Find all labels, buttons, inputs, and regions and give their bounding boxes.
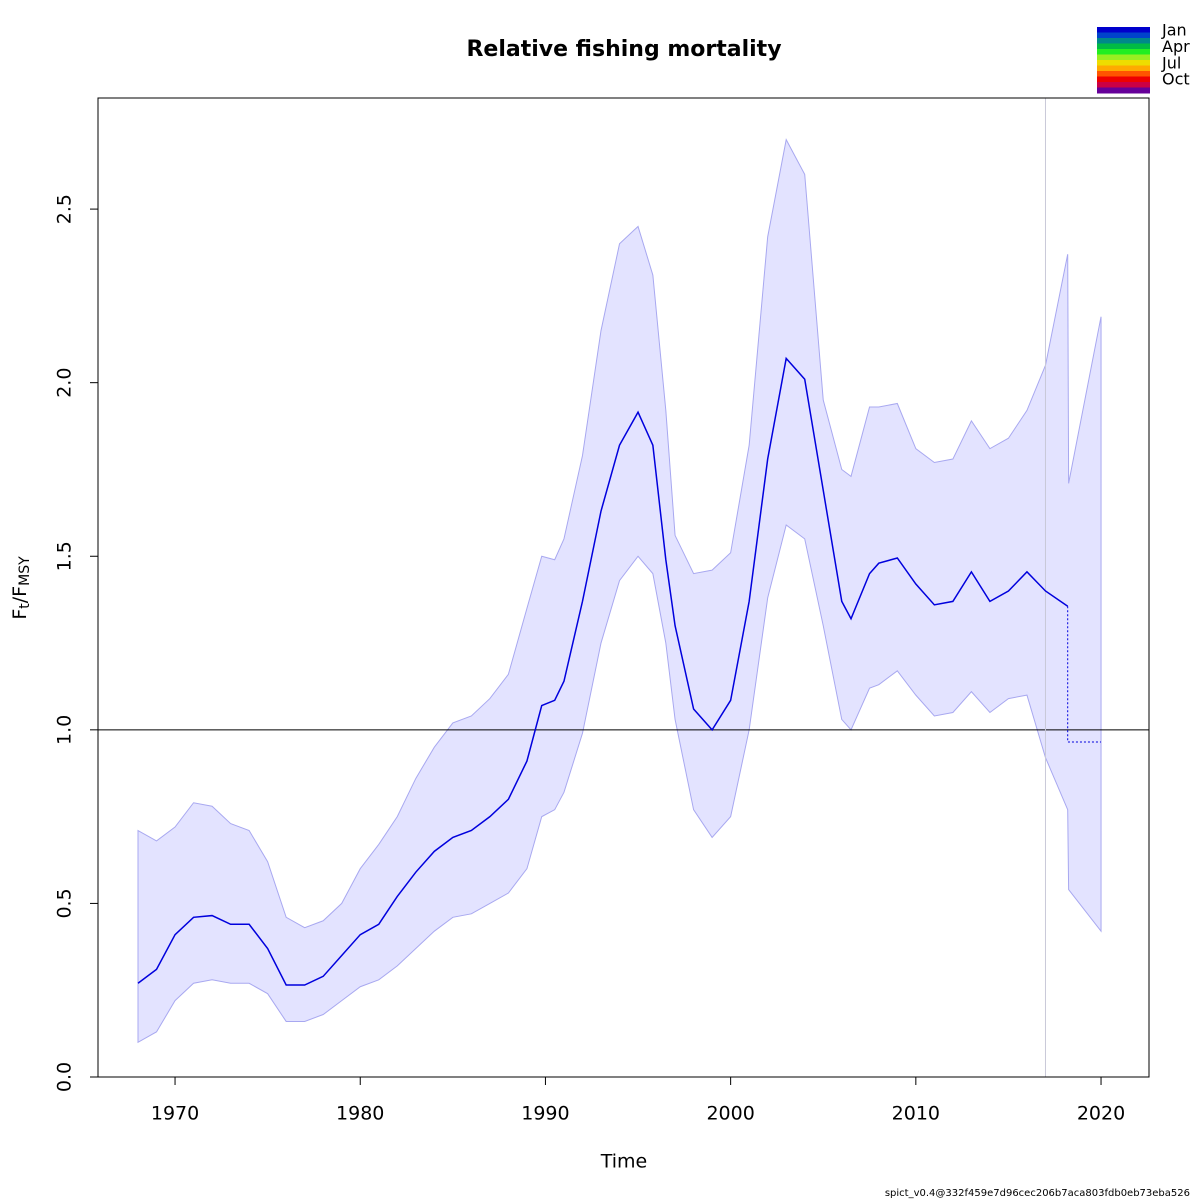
legend-swatch [1097, 49, 1150, 55]
legend-swatch [1097, 65, 1150, 72]
line [1067, 606, 1102, 743]
x-tick-label: 2020 [1077, 1103, 1125, 1125]
x-axis-label: Time [600, 1151, 648, 1173]
legend-label: Apr [1162, 37, 1190, 56]
legend-swatch [1097, 82, 1150, 88]
legend-swatch [1097, 43, 1150, 50]
legend-swatch [1097, 87, 1150, 94]
legend-swatch [1097, 60, 1150, 66]
y-label-part: F [9, 609, 31, 620]
x-tick-label: 2010 [892, 1103, 940, 1125]
x-tick-label: 1970 [151, 1103, 199, 1125]
legend-swatch [1097, 32, 1150, 39]
legend-swatch [1097, 27, 1150, 33]
footer: spict_v0.4@332f459e7d96cec206b7aca803fdb… [885, 1188, 1190, 1199]
legend-swatch [1097, 71, 1150, 77]
y-axis-label: Ft/FMSY [9, 556, 34, 620]
y-tick-label: 0.0 [54, 1062, 76, 1092]
y-tick-label: 0.5 [54, 888, 76, 918]
legend-swatch [1097, 76, 1150, 83]
y-tick-label: 2.5 [54, 194, 76, 224]
y-label-part: F [9, 586, 31, 597]
legend-swatch [1097, 54, 1150, 61]
legend-swatch [1097, 38, 1150, 44]
line [137, 356, 1069, 986]
chart-title: Relative fishing mortality [466, 37, 781, 62]
y-label-part: / [9, 596, 31, 603]
x-tick-label: 1980 [336, 1103, 384, 1125]
legend-label: Jan [1161, 21, 1187, 40]
y-label-part: t [17, 603, 33, 609]
confidence-band [137, 138, 1102, 1044]
x-tick-label: 1990 [521, 1103, 569, 1125]
y-label-part: MSY [17, 556, 33, 586]
legend-label: Oct [1162, 70, 1190, 89]
y-tick-label: 1.0 [54, 715, 76, 745]
legend-label: Jul [1161, 53, 1181, 72]
x-tick-label: 2000 [706, 1103, 754, 1125]
y-tick-label: 1.5 [54, 541, 76, 571]
y-tick-label: 2.0 [54, 368, 76, 398]
